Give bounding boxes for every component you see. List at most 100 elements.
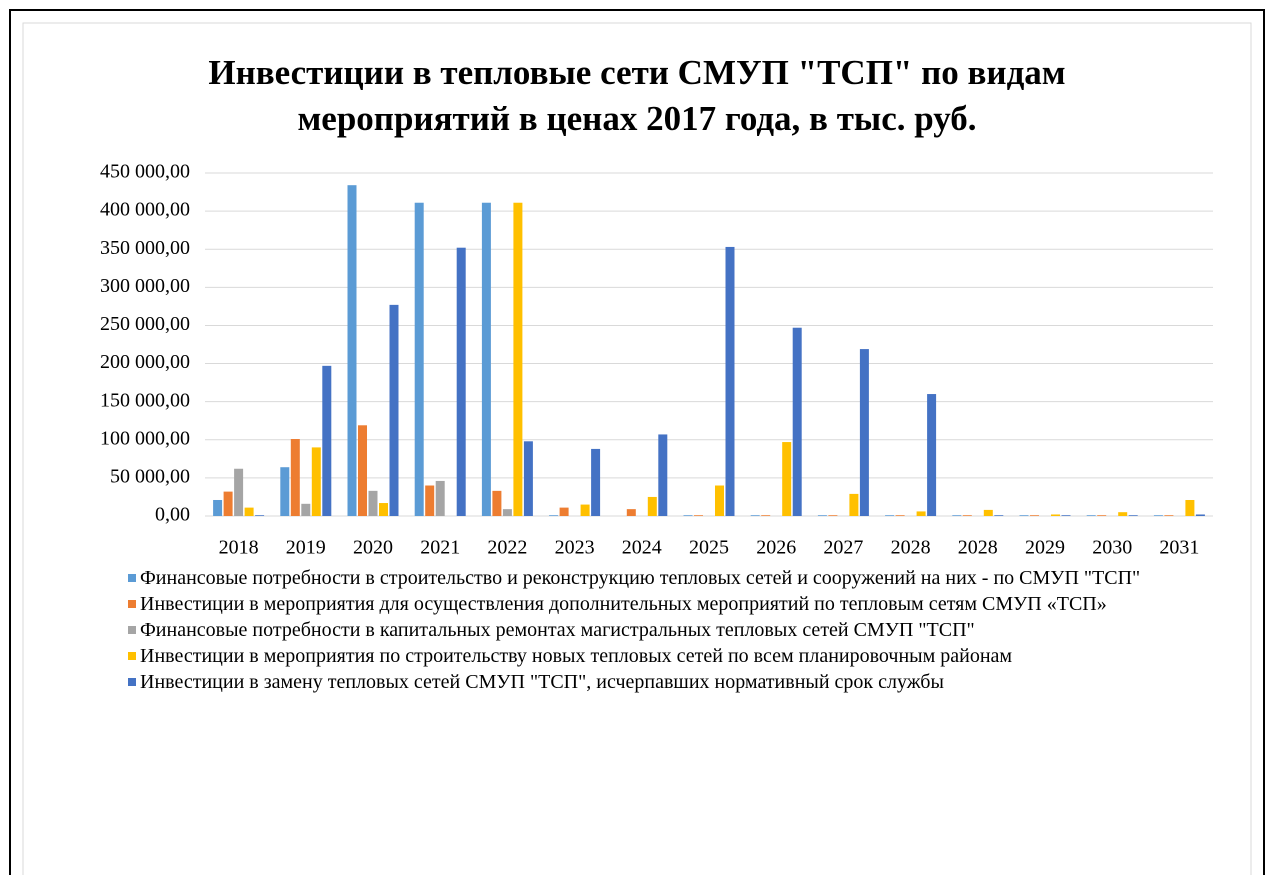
legend-label: Инвестиции в замену тепловых сетей СМУП …: [140, 671, 944, 693]
bar: [750, 515, 760, 516]
bar: [301, 503, 311, 516]
bar: [389, 304, 399, 516]
legend-item: Инвестиции в замену тепловых сетей СМУП …: [128, 669, 1198, 695]
bar: [414, 202, 424, 516]
bar: [658, 434, 668, 516]
bar: [379, 503, 388, 516]
bar: [1061, 515, 1071, 516]
bar: [916, 511, 926, 516]
bar: [1118, 512, 1128, 516]
bar: [994, 515, 1004, 516]
chart-border: [22, 22, 1252, 875]
x-tick-label: 2020: [353, 537, 393, 559]
legend-item: Финансовые потребности в капитальных рем…: [128, 617, 1198, 643]
bar: [715, 485, 724, 516]
legend: Финансовые потребности в строительство и…: [128, 565, 1198, 695]
bar: [1185, 499, 1195, 516]
x-tick-label: 2021: [420, 537, 460, 559]
bar: [290, 439, 300, 516]
bar: [358, 425, 367, 516]
y-tick-label: 200 000,00: [100, 351, 190, 373]
x-tick-label: 2028: [891, 537, 931, 559]
bar: [1195, 514, 1205, 516]
legend-swatch: [128, 652, 136, 660]
bar: [962, 515, 972, 516]
y-tick-label: 250 000,00: [100, 313, 190, 335]
bar: [549, 515, 559, 516]
bar: [626, 509, 636, 516]
legend-label: Инвестиции в мероприятия по строительств…: [140, 645, 1013, 667]
bar: [456, 247, 466, 516]
x-tick-label: 2026: [756, 537, 796, 559]
x-tick-label: 2027: [823, 537, 863, 559]
bar: [927, 394, 937, 516]
y-tick-label: 0,00: [155, 504, 190, 526]
y-tick-label: 400 000,00: [100, 199, 190, 221]
bar: [513, 202, 523, 516]
chart-title: Инвестиции в тепловые сети СМУП "ТСП" по…: [208, 53, 1066, 138]
bar: [347, 185, 357, 516]
bar: [368, 490, 378, 516]
bar: [1086, 515, 1096, 516]
bar: [983, 509, 993, 516]
legend-swatch: [128, 626, 136, 634]
bar: [817, 515, 827, 516]
y-tick-label: 150 000,00: [100, 389, 190, 411]
bar: [952, 515, 962, 516]
bar: [1030, 515, 1039, 516]
x-tick-label: 2025: [689, 537, 729, 559]
bar: [435, 480, 445, 516]
legend-label: Финансовые потребности в капитальных рем…: [140, 619, 975, 641]
x-tick-label: 2023: [555, 537, 595, 559]
bar: [311, 447, 321, 516]
bar: [591, 448, 601, 516]
bar: [725, 246, 735, 517]
legend-item: Финансовые потребности в строительство и…: [128, 565, 1198, 591]
y-tick-label: 300 000,00: [100, 275, 190, 297]
bar: [792, 327, 802, 516]
legend-item: Инвестиции в мероприятия по строительств…: [128, 643, 1198, 669]
bar: [859, 349, 869, 516]
bar: [580, 504, 590, 516]
bar: [234, 468, 244, 516]
bar: [828, 515, 838, 516]
y-tick-label: 450 000,00: [100, 161, 190, 183]
bar: [492, 490, 502, 516]
x-tick-label: 2030: [1092, 537, 1132, 559]
bar: [322, 365, 332, 516]
x-tick-label: 2029: [1025, 537, 1065, 559]
x-tick-label: 2024: [622, 537, 662, 559]
bar: [481, 202, 491, 516]
x-tick-label: 2031: [1159, 537, 1199, 559]
legend-label: Финансовые потребности в строительство и…: [140, 567, 1141, 589]
legend-swatch: [128, 574, 136, 582]
outer-frame: [9, 9, 1265, 875]
bar: [559, 507, 569, 516]
legend-swatch: [128, 678, 136, 686]
bar: [223, 491, 233, 516]
bar: [895, 515, 905, 516]
bar: [694, 515, 703, 516]
bar: [683, 515, 693, 516]
bar: [1019, 515, 1029, 516]
bar: [761, 515, 771, 516]
bar: [244, 507, 254, 516]
bar: [782, 442, 792, 516]
bar: [885, 515, 895, 516]
bar: [1051, 514, 1060, 516]
bar: [523, 441, 533, 516]
x-tick-label: 2019: [286, 537, 326, 559]
bar: [213, 499, 223, 516]
y-tick-label: 50 000,00: [110, 465, 190, 487]
bar: [1153, 515, 1163, 516]
bar: [1128, 515, 1138, 516]
y-tick-label: 350 000,00: [100, 237, 190, 259]
bar: [647, 496, 657, 516]
bar: [280, 467, 290, 516]
y-tick-label: 100 000,00: [100, 427, 190, 449]
bar: [502, 509, 512, 516]
bar: [255, 515, 265, 516]
bar: [1097, 515, 1107, 516]
